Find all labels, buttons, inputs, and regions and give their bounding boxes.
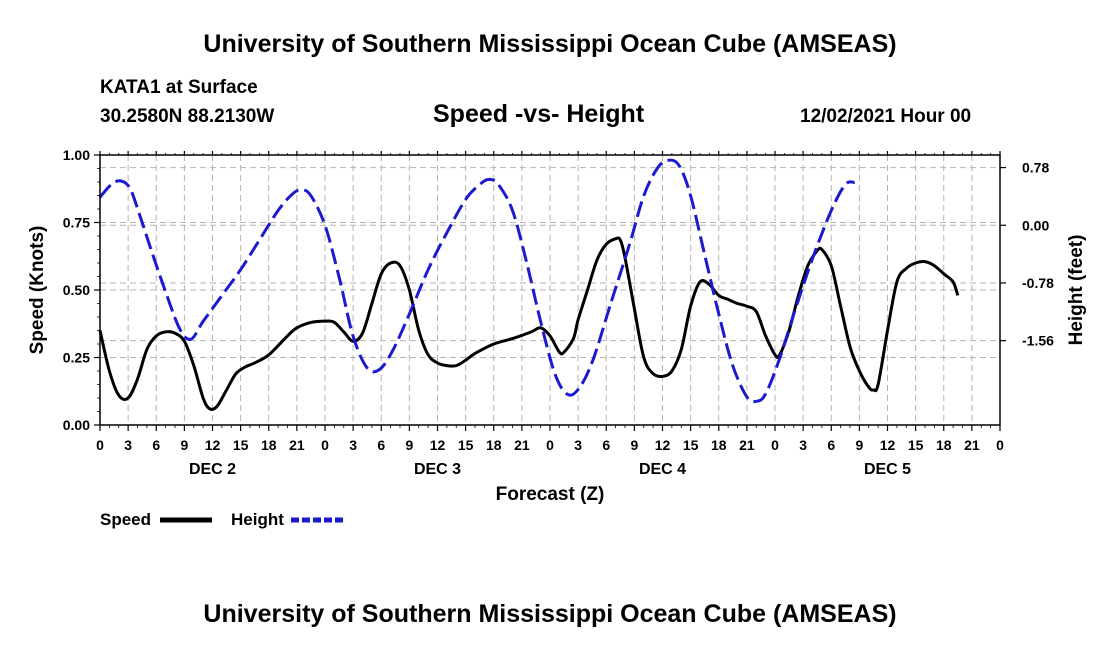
x-tick-label: 21 — [739, 437, 755, 453]
chart-subtitle: Speed -vs- Height — [433, 100, 645, 128]
right-tick-label: 0.78 — [1022, 160, 1049, 176]
x-tick-label: 15 — [908, 437, 924, 453]
x-tick-label: 9 — [405, 437, 413, 453]
x-tick-label: 9 — [630, 437, 638, 453]
x-tick-label: 18 — [711, 437, 727, 453]
right-tick-label: -0.78 — [1022, 275, 1054, 291]
legend-height-label: Height — [231, 510, 284, 529]
x-tick-label: 0 — [546, 437, 554, 453]
station-label: KATA1 at Surface — [100, 77, 258, 98]
x-tick-label: 0 — [321, 437, 329, 453]
x-tick-label: 15 — [458, 437, 474, 453]
speed-series-line — [98, 236, 960, 411]
right-axis-label: Height (feet) — [1066, 235, 1087, 346]
x-tick-label: 0 — [96, 437, 104, 453]
right-tick-label: 0.00 — [1022, 217, 1049, 233]
left-tick-label: 0.25 — [63, 350, 90, 366]
left-tick-label: 0.75 — [63, 215, 90, 231]
left-axis-label: Speed (Knots) — [27, 226, 48, 355]
x-tick-label: 0 — [996, 437, 1004, 453]
x-axis-label: Forecast (Z) — [496, 484, 605, 505]
x-day-label: DEC 3 — [414, 461, 461, 478]
x-tick-label: 12 — [655, 437, 671, 453]
x-tick-label: 18 — [486, 437, 502, 453]
legend-speed-label: Speed — [100, 510, 151, 529]
x-tick-label: 21 — [964, 437, 980, 453]
x-tick-label: 15 — [233, 437, 249, 453]
chart-axes: 0 3 6 9 12 15 18 21 0 3 6 9 12 15 18 21 0 3 6 9 12 15 18 21 0 3 6 9… — [63, 147, 1054, 478]
x-tick-label: 18 — [261, 437, 277, 453]
x-tick-label: 3 — [349, 437, 357, 453]
x-tick-label: 3 — [124, 437, 132, 453]
right-tick-label: -1.56 — [1022, 333, 1054, 349]
left-tick-label: 0.00 — [63, 417, 90, 433]
chart-title-top: University of Southern Mississippi Ocean… — [203, 30, 897, 58]
x-tick-label: 0 — [771, 437, 779, 453]
x-tick-label: 9 — [855, 437, 863, 453]
left-tick-label: 0.50 — [63, 282, 90, 298]
x-tick-label: 9 — [180, 437, 188, 453]
height-series-line — [98, 158, 855, 404]
datetime-label: 12/02/2021 Hour 00 — [800, 106, 972, 127]
left-tick-label: 1.00 — [63, 147, 90, 163]
x-tick-label: 3 — [574, 437, 582, 453]
x-tick-label: 15 — [683, 437, 699, 453]
x-tick-label: 21 — [514, 437, 530, 453]
x-tick-label: 12 — [880, 437, 896, 453]
series-layer — [98, 158, 960, 411]
coordinates-label: 30.2580N 88.2130W — [100, 106, 275, 127]
x-tick-label: 6 — [827, 437, 835, 453]
legend: Speed Height — [100, 510, 343, 529]
chart-grid — [100, 155, 1000, 425]
x-day-label: DEC 5 — [864, 461, 911, 478]
x-tick-label: 6 — [602, 437, 610, 453]
x-tick-label: 6 — [377, 437, 385, 453]
x-tick-label: 12 — [205, 437, 221, 453]
x-tick-label: 3 — [799, 437, 807, 453]
x-tick-label: 18 — [936, 437, 952, 453]
x-tick-label: 21 — [289, 437, 305, 453]
x-day-label: DEC 2 — [189, 461, 236, 478]
x-tick-label: 12 — [430, 437, 446, 453]
x-tick-label: 6 — [152, 437, 160, 453]
x-day-label: DEC 4 — [639, 461, 686, 478]
chart-title-bottom: University of Southern Mississippi Ocean… — [203, 600, 897, 628]
